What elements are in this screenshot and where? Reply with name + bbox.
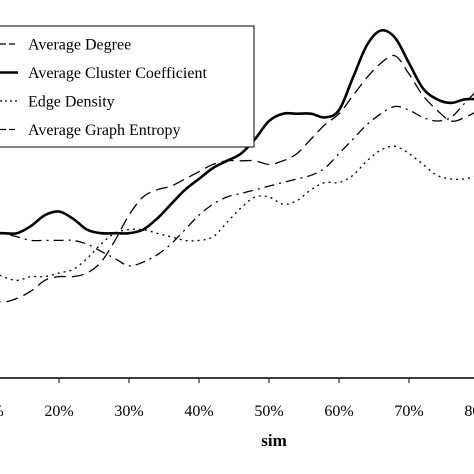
x-tick-label: 40%	[184, 403, 213, 420]
legend: Average Degree Average Cluster Coefficien…	[0, 25, 255, 148]
x-tick-label: 20%	[44, 403, 73, 420]
x-tick-label: 60%	[324, 403, 353, 420]
x-tick-label: 70%	[394, 403, 423, 420]
legend-label-average-degree: Average Degree	[28, 37, 131, 54]
x-tick-label: 50%	[254, 403, 283, 420]
legend-box	[0, 25, 255, 148]
x-tick-label: 10%	[0, 403, 4, 420]
legend-label-edge-density: Edge Density	[28, 94, 115, 111]
x-tick-layer: 10% 20% 30% 40% 50% 60% 70% 80%	[0, 378, 474, 420]
legend-label-average-cluster-coefficient: Average Cluster Coefficient	[28, 65, 207, 82]
series-line-average-graph-entropy	[0, 54, 474, 303]
series-line-edge-density	[0, 145, 474, 281]
x-tick-label: 80%	[464, 403, 474, 420]
series-line-average-cluster-coefficient	[0, 28, 474, 236]
x-axis-label: sim	[261, 431, 287, 450]
series-line-average-degree	[0, 92, 474, 267]
legend-label-average-graph-entropy: Average Graph Entropy	[28, 122, 181, 139]
series-layer	[0, 28, 474, 303]
x-tick-label: 30%	[114, 403, 143, 420]
